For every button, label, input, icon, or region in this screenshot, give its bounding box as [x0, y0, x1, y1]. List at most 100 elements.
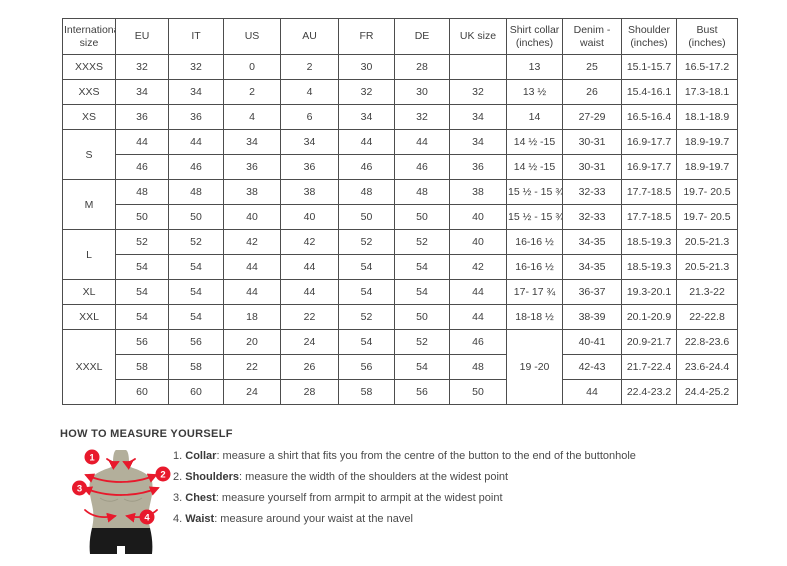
table-cell: 44	[280, 254, 339, 280]
table-cell: 16-16 ½	[506, 229, 563, 255]
table-row: S 44 44 34 34 44 44 34 14 ½ -15 30-31 16.9-17.7 18.…	[62, 129, 738, 180]
table-cell: 36	[168, 104, 224, 130]
table-cell: 17- 17 ¾	[506, 279, 563, 305]
step-number: 2.	[173, 471, 183, 483]
table-cell: 16-16 ½	[506, 254, 563, 280]
table-cell: 56	[168, 329, 224, 355]
size-chart-table: International size EU IT US AU FR DE UK …	[62, 18, 738, 405]
table-cell: 28	[280, 379, 339, 405]
table-cell: 19.3-20.1	[621, 279, 677, 305]
table-cell: 46	[115, 154, 169, 180]
table-cell: 52	[394, 329, 450, 355]
svg-text:1: 1	[89, 453, 95, 464]
table-cell: 44	[394, 129, 450, 155]
step-label: Chest	[185, 492, 216, 504]
step-badge-4: 4	[139, 509, 155, 525]
table-cell: 17.7-18.5	[621, 204, 677, 230]
header-row: International size EU IT US AU FR DE UK …	[62, 18, 738, 55]
table-cell: L	[62, 229, 116, 280]
table-cell: 34	[338, 104, 395, 130]
table-cell: 32-33	[562, 204, 622, 230]
table-row: XL 54 54 44 44 54 54 44 17- 17 ¾ 36-37 19.3-20.1 21…	[62, 279, 738, 305]
table-cell: 54	[338, 279, 395, 305]
table-cell: 30-31	[562, 154, 622, 180]
table-cell: 19.7- 20.5	[676, 204, 738, 230]
table-cell: 30	[394, 79, 450, 105]
table-cell: 32	[115, 54, 169, 80]
table-cell: 32-33	[562, 179, 622, 205]
table-cell: 32	[394, 104, 450, 130]
table-cell: 21.7-22.4	[621, 354, 677, 380]
table-cell: 26	[280, 354, 339, 380]
table-cell: 54	[394, 279, 450, 305]
table-cell: 54	[338, 254, 395, 280]
table-cell: 21.3-22	[676, 279, 738, 305]
step-text: : measure a shirt that fits you from the…	[216, 450, 636, 462]
measure-step-chest: 3. Chest: measure yourself from armpit t…	[173, 488, 636, 509]
table-row: 50 50 40 40 50 50 40 15 ½ - 15 ¾ 32-33 17.7-18.5 1…	[63, 204, 738, 230]
col-header-au: AU	[280, 18, 339, 55]
table-cell: S	[62, 129, 116, 180]
step-number: 1.	[173, 450, 183, 462]
table-cell: XXS	[62, 79, 116, 105]
table-cell: 20.1-20.9	[621, 304, 677, 330]
collar-arrow	[106, 458, 120, 470]
table-cell: 48	[168, 179, 224, 205]
step-label: Collar	[185, 450, 217, 462]
table-cell: 48	[338, 179, 395, 205]
table-cell: 46	[338, 154, 395, 180]
table-cell: 52	[394, 229, 450, 255]
table-header: International size EU IT US AU FR DE UK …	[62, 18, 738, 55]
table-cell: 16.5-17.2	[676, 54, 738, 80]
table-cell: 0	[223, 54, 281, 80]
svg-text:4: 4	[144, 513, 150, 524]
table-cell: 52	[338, 304, 395, 330]
table-cell: 44	[223, 279, 281, 305]
table-cell: 27-29	[562, 104, 622, 130]
table-row: 58 58 22 26 56 54 48 42-43 21.7-22.4 23.6-24.4	[63, 354, 738, 380]
table-cell: 38	[280, 179, 339, 205]
table-cell: 13	[506, 54, 563, 80]
col-header-shoulder: Shoulder (inches)	[621, 18, 677, 55]
table-cell: 58	[115, 354, 169, 380]
table-cell: 36	[223, 154, 281, 180]
table-cell: 18	[223, 304, 281, 330]
mannequin-chest-shading	[99, 497, 143, 502]
table-cell: 30-31	[562, 129, 622, 155]
table-cell: 36	[280, 154, 339, 180]
table-cell: 24	[223, 379, 281, 405]
how-to-measure-title: HOW TO MEASURE YOURSELF	[60, 428, 233, 440]
table-cell: XL	[62, 279, 116, 305]
shoulders-arrow	[84, 473, 122, 483]
table-cell: 14	[506, 104, 563, 130]
measure-step-waist: 4. Waist: measure around your waist at t…	[173, 509, 636, 530]
table-cell: 44	[115, 129, 169, 155]
table-cell: 34	[280, 129, 339, 155]
table-cell: 16.9-17.7	[621, 154, 677, 180]
table-cell: XXL	[62, 304, 116, 330]
table-cell: 34	[168, 79, 224, 105]
table-row: XXS 34 34 2 4 32 30 32 13 ½ 26 15.4-16.1 17.3-18.1	[62, 79, 738, 105]
table-cell: 44	[280, 279, 339, 305]
table-cell: 22	[280, 304, 339, 330]
table-cell: 44	[168, 129, 224, 155]
table-cell: 22.4-23.2	[621, 379, 677, 405]
table-cell: 42	[280, 229, 339, 255]
svg-text:3: 3	[77, 484, 82, 495]
table-cell: 36	[449, 154, 507, 180]
table-cell: 36-37	[562, 279, 622, 305]
col-header-it: IT	[168, 18, 224, 55]
table-cell: 58	[338, 379, 395, 405]
table-cell: 50	[338, 204, 395, 230]
waist-arrow	[84, 509, 117, 523]
step-badge-3: 3	[72, 480, 87, 496]
table-cell: 26	[562, 79, 622, 105]
table-cell: 20.5-21.3	[676, 229, 738, 255]
table-cell: 54	[168, 254, 224, 280]
step-text: : measure the width of the shoulders at …	[239, 471, 509, 483]
table-cell: 52	[168, 229, 224, 255]
table-cell: 48	[449, 354, 507, 380]
table-cell: XS	[62, 104, 116, 130]
size-chart-tbody: XXXS 32 32 0 2 30 28 13 25 15.1-15.7 16.5-17.2 XXS 3…	[62, 54, 738, 405]
table-cell: 56	[394, 379, 450, 405]
